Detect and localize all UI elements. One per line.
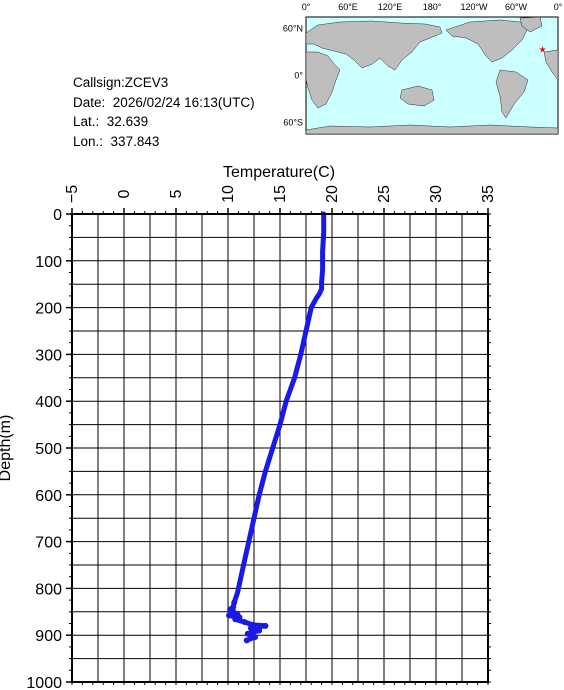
data-point <box>252 634 259 641</box>
x-tick-label: 25 <box>376 185 393 203</box>
land-antarctica <box>305 124 559 135</box>
x-tick-label: 5 <box>168 189 185 198</box>
lon-label: Lon.: <box>73 133 104 149</box>
map-longitude-tick: 0° <box>302 2 311 12</box>
land-eurasia <box>305 20 443 71</box>
map-latitude-tick: 60°S <box>283 117 303 127</box>
lat-label: Lat.: <box>73 114 100 129</box>
land-australia <box>399 85 435 107</box>
map-longitude-tick: 60°E <box>338 2 358 12</box>
data-point <box>243 637 250 644</box>
map-longitude-tick: 180° <box>423 2 442 12</box>
y-tick-label: 800 <box>35 581 62 598</box>
data-point <box>247 625 254 632</box>
x-tick-label: 35 <box>480 185 497 203</box>
x-tick-label: 20 <box>324 185 341 203</box>
world-map: ★ 0° 60°E 120°E 180° 120°W 60°W 0° 60°N 0° 60°S <box>283 2 563 135</box>
x-tick-label: 10 <box>220 185 237 203</box>
y-tick-label: 500 <box>35 441 62 458</box>
data-point <box>241 619 248 626</box>
land-africa <box>305 51 341 109</box>
date-value: 2026/02/24 16:13(UTC) <box>112 94 255 110</box>
land-africa-west <box>543 49 559 81</box>
y-tick-label: 0 <box>53 207 62 224</box>
data-point <box>230 608 237 615</box>
y-tick-label: 700 <box>35 535 62 552</box>
y-tick-label: 100 <box>35 254 62 271</box>
y-axis-title: Depth(m) <box>0 415 14 482</box>
lat-value: 32.639 <box>106 114 149 129</box>
minor-ticks <box>69 211 491 685</box>
data-point <box>249 621 256 628</box>
chart-grid <box>71 213 489 683</box>
land-south-america <box>495 69 529 119</box>
callsign-text: Callsign:ZCEV3 <box>73 75 169 90</box>
y-tick-label: 200 <box>35 301 62 318</box>
y-tick-label: 300 <box>35 347 62 364</box>
temperature-profile-line <box>226 211 327 643</box>
land-north-america <box>445 19 529 63</box>
map-longitude-tick: 0° <box>554 2 563 12</box>
data-point <box>231 599 238 606</box>
map-latitude-ticks: 60°N 0° 60°S <box>283 24 304 128</box>
lon-value: 337.843 <box>110 133 160 149</box>
y-tick-label: 900 <box>35 628 62 645</box>
map-longitude-tick: 120°W <box>460 2 488 12</box>
temperature-series <box>226 211 327 644</box>
y-tick-label: 600 <box>35 488 62 505</box>
date-row: Date: 2026/02/24 16:13(UTC) <box>73 93 255 113</box>
plot-frame <box>71 213 489 683</box>
data-point <box>262 622 269 629</box>
data-point <box>236 614 243 621</box>
data-point <box>232 616 239 623</box>
map-longitude-tick: 60°W <box>505 2 528 12</box>
map-latitude-tick: 0° <box>294 71 303 81</box>
data-point <box>227 606 234 613</box>
y-tick-label: 1000 <box>26 675 62 690</box>
x-tick-label: 30 <box>428 185 445 203</box>
data-point <box>256 627 263 634</box>
lon-row: Lon.: 337.843 <box>73 132 255 152</box>
lat-row: Lat.: 32.639 <box>73 112 255 132</box>
map-latitude-tick: 60°N <box>283 24 303 34</box>
map-land <box>305 16 559 135</box>
x-tick-label: 0 <box>116 189 133 198</box>
data-point <box>244 630 251 637</box>
y-tick-label: 400 <box>35 394 62 411</box>
profile-info: Callsign:ZCEV3 Date: 2026/02/24 16:13(UT… <box>73 73 255 151</box>
data-point <box>234 611 241 618</box>
y-tick-labels: 0 100 200 300 400 500 600 700 800 900 1000 <box>26 207 72 690</box>
date-label: Date: <box>73 94 106 110</box>
map-longitude-ticks: 0° 60°E 120°E 180° 120°W 60°W 0° <box>302 2 563 12</box>
land-greenland <box>519 16 543 33</box>
map-longitude-tick: 120°E <box>378 2 403 12</box>
data-point <box>226 612 233 619</box>
x-tick-labels: −5 0 5 10 15 20 25 30 35 <box>64 185 497 214</box>
x-tick-label: −5 <box>64 185 81 203</box>
x-tick-label: 15 <box>272 185 289 203</box>
data-point <box>230 604 237 611</box>
star-icon: ★ <box>538 44 546 54</box>
